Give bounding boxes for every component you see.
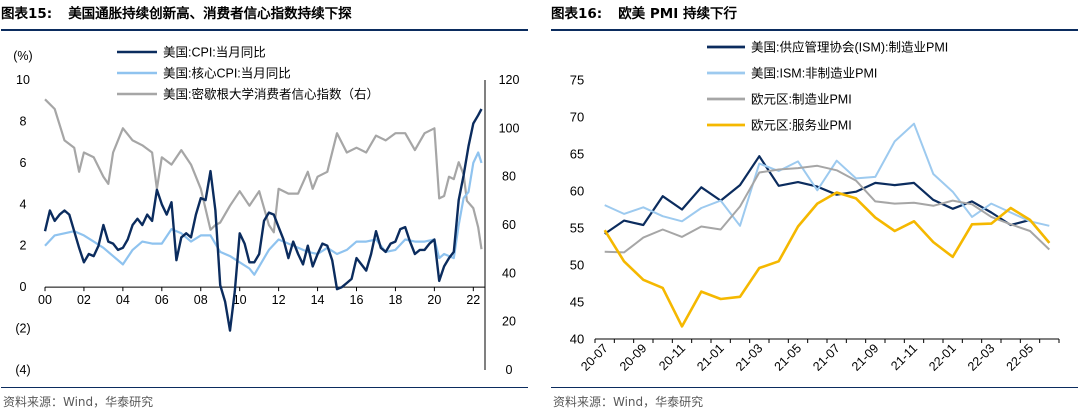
series-line-0 (43, 108, 483, 332)
y-tick-label: 60 (570, 184, 584, 199)
y-right-tick-label: 40 (502, 266, 516, 280)
legend-label-0: 美国:CPI:当月同比 (163, 46, 266, 60)
x-tick-label: 20-09 (617, 341, 650, 374)
x-tick-label: 21-09 (849, 341, 882, 374)
figure-number: 图表16: (551, 6, 603, 22)
y-right-tick-label: 100 (499, 121, 520, 135)
y-right-tick-label: 120 (499, 73, 520, 87)
x-tick-label: 21-11 (888, 341, 920, 373)
unit-label: (%) (13, 49, 32, 63)
y-left-tick-label: 2 (20, 239, 27, 253)
chart-title-bar: 图表16: 欧美 PMI 持续下行 (551, 3, 1078, 25)
x-tick-label: 04 (116, 293, 130, 307)
chart-title: 欧美 PMI 持续下行 (618, 6, 737, 22)
y-tick-label: 40 (570, 332, 584, 347)
y-tick-label: 75 (570, 73, 584, 88)
chart-panel-cpi: 图表15: 美国通胀持续创新高、消费者信心指数持续下探 (%) (4) (2) 0 2 4 6… (1, 0, 528, 413)
y-tick-label: 55 (570, 221, 584, 236)
y-left-tick-label: 0 (20, 280, 27, 294)
x-tick-label: 20 (427, 293, 441, 307)
x-tick-label: 22-03 (965, 341, 998, 374)
legend-label-2: 欧元区:制造业PMI (751, 93, 852, 107)
series-line-2 (604, 164, 1050, 254)
x-tick-label: 06 (155, 293, 169, 307)
x-tick-label: 22-01 (926, 341, 959, 374)
chart-title-bar: 图表15: 美国通胀持续创新高、消费者信心指数持续下探 (1, 3, 528, 25)
y-left-tick-label: 4 (20, 197, 27, 211)
y-left-tick-label: (4) (15, 363, 30, 377)
y-tick-label: 50 (570, 258, 584, 273)
x-tick-label: 20-11 (656, 341, 688, 373)
series-line-3 (603, 191, 1051, 328)
x-tick-label: 21-01 (694, 341, 727, 374)
y-left-tick-label: 8 (20, 114, 27, 128)
legend-label-2: 美国:密歇根大学消费者信心指数（右） (163, 87, 379, 102)
chart-title: 美国通胀持续创新高、消费者信心指数持续下探 (68, 6, 352, 22)
x-tick-label: 10 (233, 293, 247, 307)
x-tick-label: 18 (388, 293, 402, 307)
x-tick-label: 00 (38, 293, 52, 307)
source-note: 资料来源：Wind，华泰研究 (3, 395, 154, 409)
x-tick-label: 12 (272, 293, 286, 307)
figure-number: 图表15: (1, 6, 53, 22)
x-tick-label: 21-07 (810, 341, 843, 374)
x-tick-label: 14 (311, 293, 325, 307)
bottom-divider (551, 387, 1078, 388)
title-divider (1, 29, 528, 31)
x-tick-label: 22 (466, 293, 480, 307)
source-note: 资料来源：Wind，华泰研究 (553, 395, 704, 409)
y-right-tick-label: 80 (502, 170, 516, 184)
x-tick-label: 16 (350, 293, 364, 307)
y-left-tick-label: 6 (20, 156, 27, 170)
y-tick-label: 70 (570, 110, 584, 125)
legend-label-0: 美国:供应管理协会(ISM):制造业PMI (751, 40, 948, 55)
legend-label-1: 美国:ISM:非制造业PMI (751, 67, 877, 81)
y-right-tick-label: 20 (502, 315, 516, 329)
series-line-0 (604, 155, 1051, 244)
y-left-tick-label: 10 (16, 73, 30, 87)
series-line-1 (44, 151, 483, 276)
x-tick-label: 02 (77, 293, 91, 307)
y-right-tick-label: 60 (502, 218, 516, 232)
y-right-tick-label: 0 (506, 363, 513, 377)
title-divider (551, 29, 1078, 31)
y-tick-label: 65 (570, 147, 584, 162)
legend: 美国:CPI:当月同比美国:核心CPI:当月同比美国:密歇根大学消费者信心指数（… (117, 46, 379, 102)
x-tick-label: 21-05 (772, 341, 805, 374)
series-line-1 (604, 122, 1050, 227)
bottom-divider (1, 387, 528, 388)
series-line-2 (44, 98, 483, 250)
x-tick-label: 22-05 (1004, 341, 1037, 374)
legend-label-3: 欧元区:服务业PMI (751, 118, 852, 133)
y-tick-label: 45 (570, 295, 584, 310)
x-tick-label: 08 (194, 293, 208, 307)
chart-panel-pmi: 图表16: 欧美 PMI 持续下行 40 45 50 55 60 65 70 75 20-07 20… (551, 0, 1078, 413)
x-tick-label: 21-03 (733, 341, 766, 374)
legend: 美国:供应管理协会(ISM):制造业PMI 美国:ISM:非制造业PMI 欧元区:制… (707, 40, 948, 133)
legend-label-1: 美国:核心CPI:当月同比 (163, 67, 291, 81)
y-left-tick-label: (2) (15, 322, 30, 336)
